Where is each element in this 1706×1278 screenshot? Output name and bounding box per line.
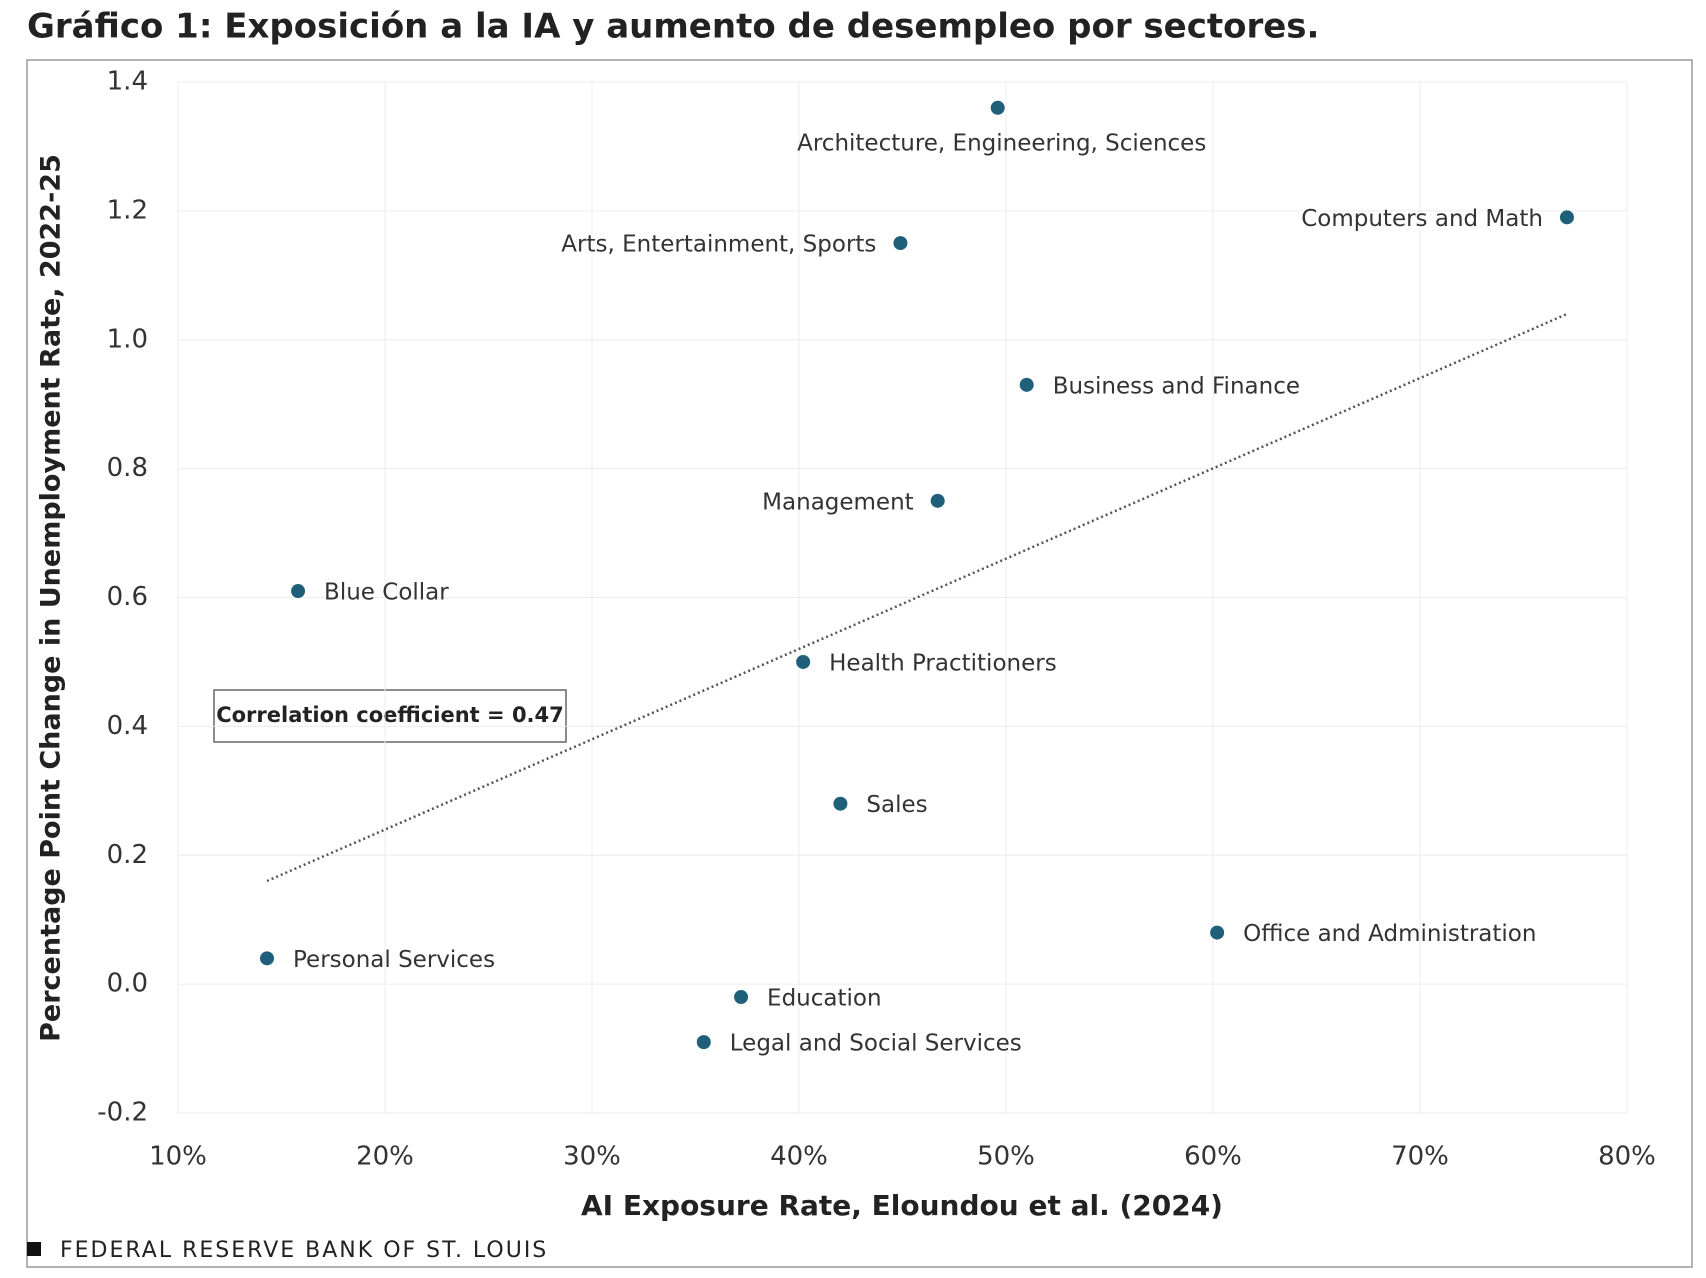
point [796,654,811,669]
y-tick-label: 0.4 [107,711,148,741]
point-label: Education [767,986,882,1012]
y-tick-label: 0.6 [107,582,148,612]
source-icon [27,1242,41,1256]
point [696,1035,711,1050]
x-tick-label: 70% [1391,1142,1449,1172]
point [930,493,945,508]
x-tick-label: 30% [563,1142,621,1172]
point-label: Architecture, Engineering, Sciences [797,130,1206,156]
chart-title: Gráfico 1: Exposición a la IA y aumento … [27,7,1319,47]
annotation-box [213,689,567,743]
chart-frame [26,59,1693,1268]
point [990,100,1005,115]
y-tick-label: 0.2 [107,840,148,870]
trend-line [266,312,1568,883]
point [1019,377,1034,392]
point [734,990,749,1005]
y-tick-label: 0.0 [107,969,148,999]
point-label: Sales [866,792,927,818]
y-tick-label: 0.8 [107,453,148,483]
point-label: Office and Administration [1243,921,1536,947]
x-tick-label: 80% [1598,1142,1656,1172]
y-tick-label: 1.0 [107,324,148,354]
point-label: Legal and Social Services [730,1031,1022,1057]
point-label: Personal Services [293,947,495,973]
y-axis-title: Percentage Point Change in Unemployment … [36,154,67,1042]
x-tick-label: 40% [770,1142,828,1172]
x-tick-label: 60% [1184,1142,1242,1172]
y-tick-label: -0.2 [97,1098,148,1128]
x-tick-label: 10% [149,1142,207,1172]
x-tick-label: 50% [977,1142,1035,1172]
point-label: Health Practitioners [829,650,1057,676]
point [833,796,848,811]
y-tick-label: 1.2 [107,195,148,225]
point-label: Arts, Entertainment, Sports [561,232,876,258]
point-label: Blue Collar [324,580,449,606]
point-label: Management [762,489,914,515]
point [291,584,306,599]
point-label: Business and Finance [1053,373,1300,399]
source: FEDERAL RESERVE BANK OF ST. LOUIS [60,1238,548,1263]
annotation: Correlation coefficient = 0.47 [216,703,564,727]
point [260,951,275,966]
point [893,236,908,251]
y-tick-label: 1.4 [107,67,148,97]
x-axis-title: AI Exposure Rate, Eloundou et al. (2024) [581,1189,1223,1222]
point-label: Computers and Math [1301,206,1543,232]
point [1559,210,1574,225]
x-tick-label: 20% [356,1142,414,1172]
point [1210,925,1225,940]
